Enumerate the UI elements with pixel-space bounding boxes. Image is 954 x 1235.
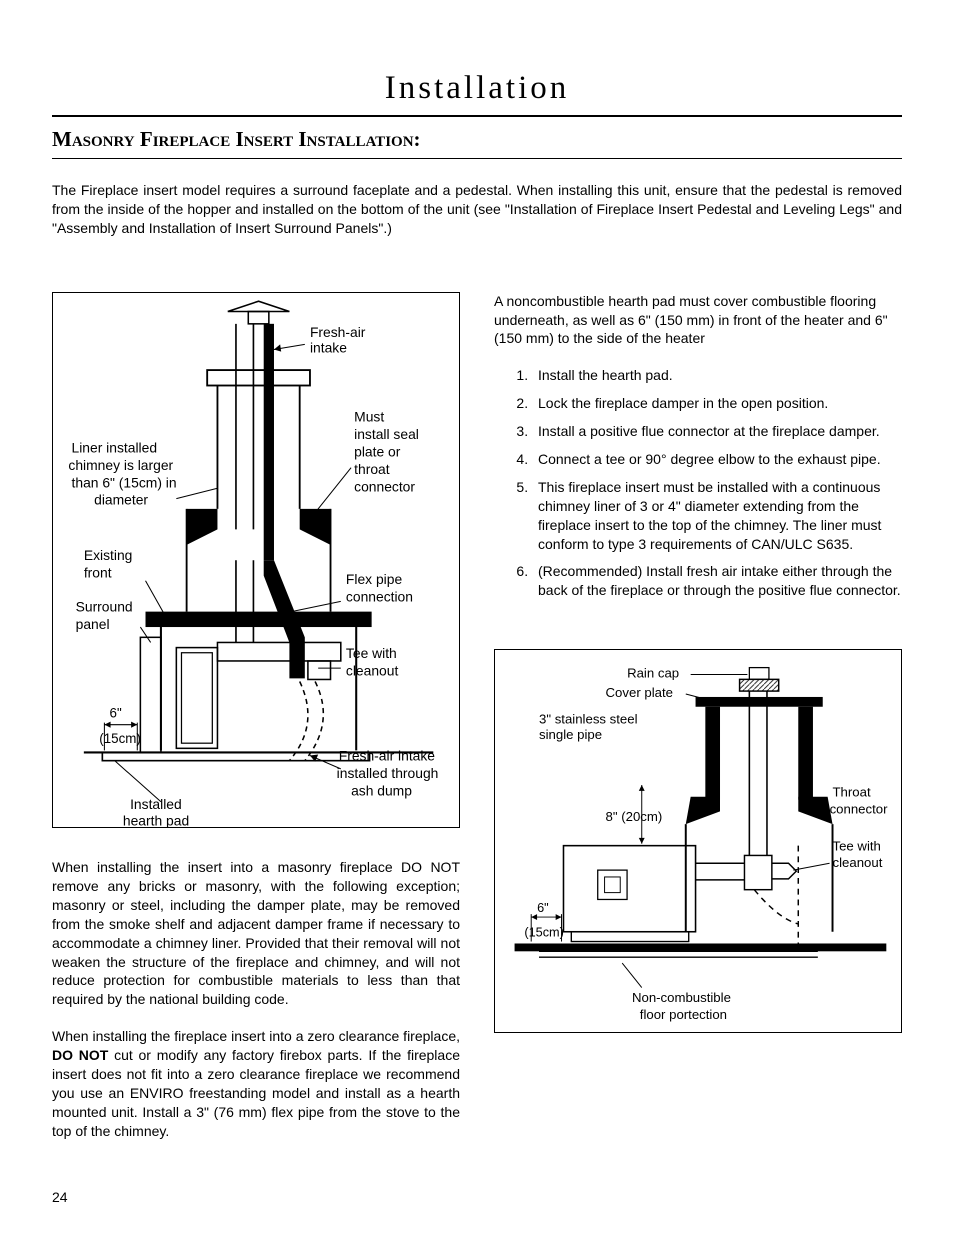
label-liner: Liner installed [72, 439, 158, 455]
svg-text:intake: intake [310, 339, 347, 355]
page-title: Installation [52, 70, 902, 107]
installation-steps: Install the hearth pad. Lock the firepla… [494, 366, 902, 600]
svg-text:front: front [84, 564, 112, 580]
svg-text:throat: throat [354, 461, 390, 477]
label-cover-plate: Cover plate [606, 685, 673, 700]
svg-text:chimney is larger: chimney is larger [68, 456, 173, 472]
svg-text:6": 6" [537, 900, 549, 915]
svg-text:panel: panel [76, 616, 110, 632]
right-intro: A noncombustible hearth pad must cover c… [494, 292, 902, 349]
left-para-1: When installing the insert into a masonr… [52, 858, 460, 1009]
left-para-2: When installing the fireplace insert int… [52, 1027, 460, 1140]
svg-text:cleanout: cleanout [833, 855, 883, 870]
svg-text:installed through: installed through [337, 765, 439, 781]
label-seal: Must [354, 408, 384, 424]
step-1: Install the hearth pad. [532, 366, 902, 385]
svg-text:install seal: install seal [354, 426, 419, 442]
label-fresh-air: Fresh-air [310, 324, 366, 340]
left-column: Fresh-air intake Liner installed chimney… [52, 268, 460, 1159]
label-surround: Surround [76, 598, 133, 614]
label-throat: Throat [833, 785, 871, 800]
svg-text:ash dump: ash dump [351, 782, 412, 798]
svg-text:6": 6" [110, 705, 122, 720]
label-flex: Flex pipe [346, 571, 403, 587]
svg-text:connector: connector [830, 802, 889, 817]
step-4: Connect a tee or 90° degree elbow to the… [532, 450, 902, 469]
svg-text:than 6" (15cm) in: than 6" (15cm) in [72, 474, 177, 490]
diagram-zero-clearance: Rain cap Cover plate 3" stainless steel … [494, 649, 902, 1033]
section-title: Masonry Fireplace Insert Installation: [52, 127, 902, 152]
svg-text:8" (20cm): 8" (20cm) [606, 809, 663, 824]
label-pipe: 3" stainless steel [539, 712, 638, 727]
diagram-masonry-install: Fresh-air intake Liner installed chimney… [52, 292, 460, 828]
svg-text:floor portection: floor portection [640, 1007, 727, 1022]
intro-paragraph: The Fireplace insert model requires a su… [52, 181, 902, 238]
label-floor: Non-combustible [632, 990, 731, 1005]
svg-text:connection: connection [346, 588, 413, 604]
title-rule [52, 115, 902, 117]
svg-text:(15cm): (15cm) [99, 731, 141, 746]
step-5: This fireplace insert must be installed … [532, 478, 902, 554]
right-column: A noncombustible hearth pad must cover c… [494, 268, 902, 1159]
do-not-emphasis: DO NOT [52, 1047, 108, 1063]
step-3: Install a positive flue connector at the… [532, 422, 902, 441]
svg-text:connector: connector [354, 478, 415, 494]
section-rule [52, 158, 902, 159]
page-number: 24 [52, 1189, 68, 1205]
svg-text:(15cm): (15cm) [524, 925, 564, 940]
step-6: (Recommended) Install fresh air intake e… [532, 562, 902, 600]
label-tee2: Tee with [833, 839, 881, 854]
svg-text:diameter: diameter [94, 491, 148, 507]
svg-text:plate or: plate or [354, 443, 401, 459]
label-ash-dump: Fresh-air intake [339, 747, 436, 763]
step-2: Lock the fireplace damper in the open po… [532, 394, 902, 413]
label-hearth: Installed [130, 796, 182, 812]
label-tee: Tee with [346, 645, 397, 661]
label-rain-cap: Rain cap [627, 666, 679, 681]
label-existing-front: Existing [84, 547, 133, 563]
svg-text:hearth pad: hearth pad [123, 812, 189, 827]
svg-text:single pipe: single pipe [539, 727, 602, 742]
svg-text:cleanout: cleanout [346, 662, 399, 678]
